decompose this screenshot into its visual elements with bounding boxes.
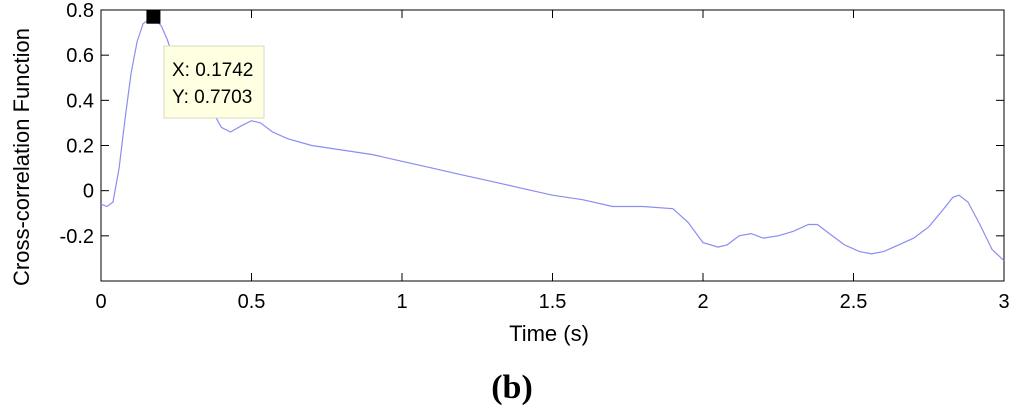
x-tick-label: 0 [95, 291, 106, 313]
x-tick-label: 3 [998, 291, 1009, 313]
y-axis-label: Cross-correlation Function [9, 28, 34, 286]
x-axis-label: Time (s) [509, 321, 589, 346]
x-tick-label: 2.5 [840, 291, 868, 313]
x-tick-label: 0.5 [238, 291, 266, 313]
y-tick-label: 0.2 [66, 136, 94, 158]
y-axis-ticks: -0.2 0 0.2 0.4 0.6 0.8 [60, 0, 1004, 248]
datatip-marker[interactable] [146, 9, 161, 24]
x-tick-label: 1.5 [539, 291, 567, 313]
y-tick-label: 0.6 [66, 45, 94, 67]
datatip[interactable]: X: 0.1742 Y: 0.7703 [146, 9, 265, 119]
x-axis-ticks: 0 0.5 1 1.5 2 2.5 3 [95, 10, 1010, 313]
panel-label: (b) [491, 369, 533, 406]
datatip-box [163, 45, 265, 119]
y-tick-label: 0 [83, 181, 94, 203]
y-tick-label: 0.4 [66, 90, 94, 112]
x-tick-label: 1 [396, 291, 407, 313]
y-tick-label: 0.8 [66, 0, 94, 22]
series-line [100, 15, 1005, 262]
x-tick-label: 2 [697, 291, 708, 313]
y-tick-label: -0.2 [60, 226, 94, 248]
datatip-x-text: X: 0.1742 [172, 60, 253, 81]
datatip-y-text: Y: 0.7703 [172, 87, 252, 108]
